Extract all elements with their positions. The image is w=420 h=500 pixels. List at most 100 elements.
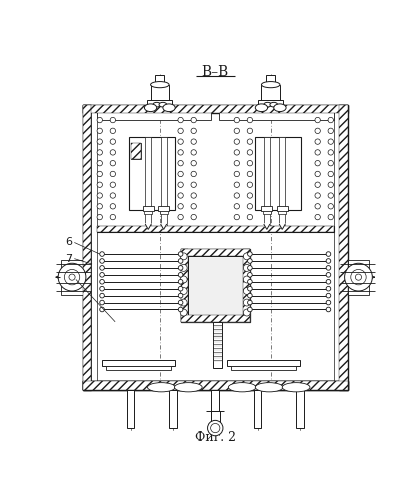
Text: Фиг. 2: Фиг. 2 — [195, 431, 236, 444]
Circle shape — [97, 128, 102, 134]
Circle shape — [315, 214, 320, 220]
Circle shape — [315, 128, 320, 134]
Circle shape — [315, 160, 320, 166]
Bar — [169, 390, 177, 428]
Text: 6: 6 — [66, 238, 73, 248]
Circle shape — [247, 182, 252, 188]
Circle shape — [178, 252, 183, 256]
Circle shape — [326, 252, 331, 256]
Circle shape — [234, 172, 239, 176]
Bar — [83, 381, 348, 390]
Bar — [211, 390, 219, 428]
Circle shape — [191, 118, 197, 123]
Circle shape — [191, 204, 197, 209]
Circle shape — [328, 160, 333, 166]
Bar — [83, 381, 348, 390]
Circle shape — [315, 118, 320, 123]
Bar — [258, 100, 283, 106]
Bar — [143, 206, 154, 211]
Bar — [83, 104, 348, 113]
Circle shape — [326, 258, 331, 264]
Circle shape — [110, 182, 116, 188]
Circle shape — [178, 300, 183, 305]
Bar — [83, 104, 348, 113]
Circle shape — [100, 307, 105, 312]
Circle shape — [178, 286, 183, 291]
Circle shape — [247, 118, 252, 123]
Circle shape — [110, 118, 116, 123]
Bar — [83, 104, 91, 390]
Circle shape — [97, 139, 102, 144]
Bar — [339, 104, 348, 390]
Circle shape — [315, 172, 320, 176]
Ellipse shape — [159, 102, 167, 107]
Circle shape — [328, 193, 333, 198]
Bar — [158, 206, 169, 211]
Circle shape — [180, 299, 187, 306]
Bar — [211, 411, 220, 422]
Circle shape — [69, 274, 75, 280]
Bar — [263, 211, 271, 214]
Circle shape — [326, 294, 331, 298]
Circle shape — [315, 204, 320, 209]
Circle shape — [248, 280, 252, 284]
Bar — [213, 322, 222, 368]
Bar — [348, 260, 369, 295]
Bar — [243, 248, 250, 322]
Bar — [127, 390, 134, 428]
Bar — [181, 248, 188, 322]
Circle shape — [100, 294, 105, 298]
Circle shape — [355, 274, 362, 280]
Circle shape — [248, 300, 252, 305]
Bar — [91, 104, 97, 390]
Ellipse shape — [255, 382, 283, 392]
Circle shape — [178, 258, 183, 264]
Circle shape — [97, 172, 102, 176]
Bar — [131, 143, 142, 158]
Circle shape — [178, 294, 183, 298]
Circle shape — [178, 139, 183, 144]
Circle shape — [191, 160, 197, 166]
Circle shape — [100, 266, 105, 270]
Circle shape — [234, 204, 239, 209]
Bar — [255, 137, 302, 210]
Circle shape — [248, 286, 252, 291]
Circle shape — [315, 139, 320, 144]
Polygon shape — [145, 224, 151, 230]
Bar — [339, 104, 348, 390]
Circle shape — [326, 266, 331, 270]
Bar — [181, 248, 250, 322]
Bar — [83, 381, 348, 390]
Ellipse shape — [151, 82, 169, 87]
Circle shape — [247, 139, 252, 144]
Circle shape — [97, 150, 102, 155]
Circle shape — [97, 160, 102, 166]
Circle shape — [315, 182, 320, 188]
Circle shape — [247, 150, 252, 155]
Ellipse shape — [261, 82, 280, 87]
Circle shape — [110, 204, 116, 209]
Bar — [160, 211, 168, 214]
Circle shape — [178, 128, 183, 134]
Circle shape — [191, 172, 197, 176]
Circle shape — [243, 288, 250, 294]
Circle shape — [97, 118, 102, 123]
Circle shape — [191, 150, 197, 155]
Circle shape — [328, 139, 333, 144]
Bar — [334, 104, 339, 390]
Circle shape — [326, 307, 331, 312]
Bar — [102, 360, 175, 366]
Circle shape — [248, 252, 252, 256]
Circle shape — [247, 214, 252, 220]
Bar — [61, 260, 83, 295]
Circle shape — [328, 150, 333, 155]
Bar — [106, 366, 171, 370]
Circle shape — [178, 204, 183, 209]
Bar — [261, 206, 272, 211]
Circle shape — [207, 420, 223, 436]
Bar — [181, 248, 188, 322]
Circle shape — [247, 204, 252, 209]
Circle shape — [110, 214, 116, 220]
Circle shape — [97, 214, 102, 220]
Circle shape — [234, 128, 239, 134]
